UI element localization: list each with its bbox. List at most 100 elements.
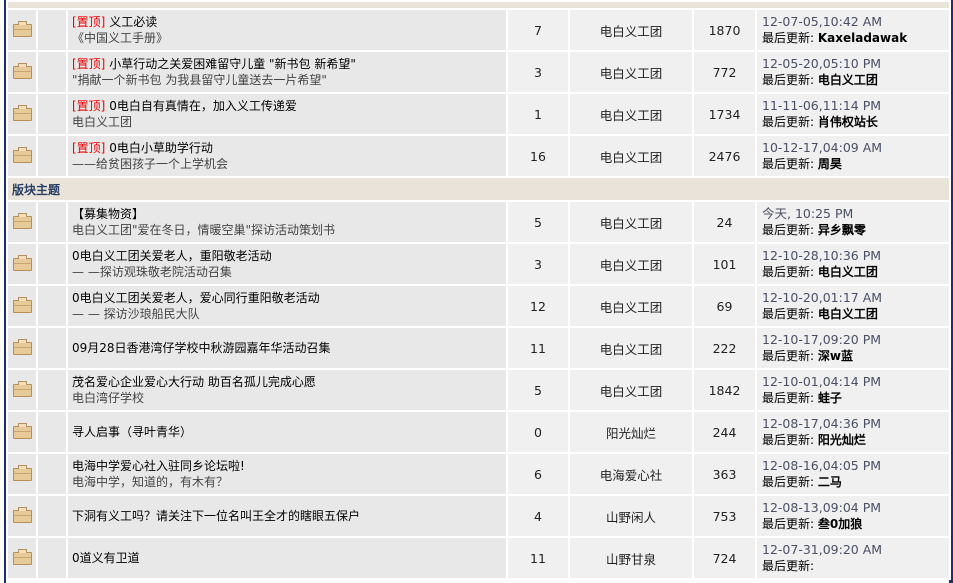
last-post-date[interactable]: 今天, 10:25 PM xyxy=(762,206,854,221)
author-link[interactable]: 电白义工团 xyxy=(568,8,694,52)
thread-title-link[interactable]: 0道义有卫道 xyxy=(72,551,140,565)
last-poster-link[interactable]: 蛙子 xyxy=(817,391,842,405)
last-post-date[interactable]: 12-08-13,09:04 PM xyxy=(762,500,882,515)
thread-row: 电海中学爱心社入驻同乡论坛啦! 电海中学，知道的，有木有？ 6 电海爱心社 363 12-… xyxy=(6,452,952,496)
thread-row: 0电白义工团关爱老人，爱心同行重阳敬老活动 — — 探访沙琅船民大队 12 电白义工团… xyxy=(6,284,952,328)
thread-row: [置顶] 0电白小草助学行动 ——给贫困孩子一个上学机会 16 电白义工团 2476 10… xyxy=(6,134,952,178)
thread-status-cell xyxy=(6,494,38,538)
thread-title-link[interactable]: 0电白义工团关爱老人，重阳敬老活动 xyxy=(72,249,272,263)
last-post-date[interactable]: 12-10-28,10:36 PM xyxy=(762,248,882,263)
author-link[interactable]: 电海爱心社 xyxy=(568,452,694,496)
thread-title-cell: 0电白义工团关爱老人，重阳敬老活动 — —探访观珠敬老院活动召集 xyxy=(66,242,508,286)
author-link[interactable]: 电白义工团 xyxy=(568,242,694,286)
last-update-label: 最后更新: xyxy=(762,265,818,279)
last-poster-link[interactable]: 深w蓝 xyxy=(817,349,853,363)
thread-status-cell xyxy=(6,326,38,370)
thread-title-cell: 0道义有卫道 xyxy=(66,536,508,580)
last-post-date[interactable]: 12-10-01,04:14 PM xyxy=(762,374,882,389)
thread-title-link[interactable]: 下洞有义工吗？请关注下一位名叫王全才的瞎眼五保户 xyxy=(72,509,361,523)
sticky-badge: [置顶] xyxy=(72,141,106,155)
last-post-date[interactable]: 12-07-31,09:20 AM xyxy=(762,542,883,557)
thread-title-link[interactable]: 0电白小草助学行动 xyxy=(109,141,213,155)
folder-icon xyxy=(12,297,32,313)
thread-title-link[interactable]: 义工必读 xyxy=(109,15,158,29)
left-border xyxy=(4,0,6,583)
last-poster-link[interactable]: Kaxeladawak xyxy=(817,31,908,45)
last-post-date[interactable]: 12-08-17,04:36 PM xyxy=(762,416,882,431)
last-poster-link[interactable]: 叁0加狼 xyxy=(817,517,863,531)
folder-icon xyxy=(12,63,32,79)
last-update-label: 最后更新: xyxy=(762,517,818,531)
last-update-label: 最后更新: xyxy=(762,73,818,87)
thread-title-link[interactable]: 【募集物资】 xyxy=(72,207,145,221)
last-poster-link[interactable]: 二马 xyxy=(817,475,842,489)
last-poster-link[interactable]: 肖伟权站长 xyxy=(817,115,878,129)
thread-icon-cell xyxy=(36,242,68,286)
last-post-date[interactable]: 12-08-16,04:05 PM xyxy=(762,458,882,473)
last-post-date[interactable]: 12-10-17,09:20 PM xyxy=(762,332,882,347)
last-poster-link[interactable]: 电白义工团 xyxy=(817,307,878,321)
last-post-date[interactable]: 12-05-20,05:10 PM xyxy=(762,56,882,71)
thread-title-cell: 茂名爱心企业爱心大行动 助百名孤儿完成心愿 电白湾仔学校 xyxy=(66,368,508,412)
thread-title-link[interactable]: 寻人启事（寻叶青华） xyxy=(72,425,193,439)
last-post-cell: 12-07-05,10:42 AM 最后更新: Kaxeladawak xyxy=(754,8,952,52)
author-link[interactable]: 山野甘泉 xyxy=(568,536,694,580)
thread-row: 09月28日香港湾仔学校中秋游园嘉年华活动召集 11 电白义工团 222 12-10-1… xyxy=(6,326,952,370)
author-link[interactable]: 电白义工团 xyxy=(568,92,694,136)
thread-title-link[interactable]: 0电白义工团关爱老人，爱心同行重阳敬老活动 xyxy=(72,291,320,305)
last-poster-link[interactable]: 电白义工团 xyxy=(817,265,878,279)
last-post-cell: 12-10-17,09:20 PM 最后更新: 深w蓝 xyxy=(754,326,952,370)
thread-icon-cell xyxy=(36,50,68,94)
author-link[interactable]: 山野闲人 xyxy=(568,494,694,538)
table-header-band xyxy=(5,0,952,10)
last-post-date[interactable]: 12-07-05,10:42 AM xyxy=(762,14,883,29)
sticky-badge: [置顶] xyxy=(72,57,106,71)
last-post-date[interactable]: 12-10-20,01:17 AM xyxy=(762,290,883,305)
last-poster-link[interactable]: 异乡飘零 xyxy=(817,223,866,237)
author-link[interactable]: 电白义工团 xyxy=(568,326,694,370)
last-post-date[interactable]: 10-12-17,04:09 AM xyxy=(762,140,883,155)
thread-status-cell xyxy=(6,50,38,94)
last-post-date[interactable]: 11-11-06,11:14 PM xyxy=(762,98,882,113)
reply-count: 4 xyxy=(506,494,570,538)
view-count: 772 xyxy=(692,50,757,94)
thread-table: [置顶] 义工必读 《中国义工手册》 7 电白义工团 1870 12-07-05,10:4… xyxy=(5,0,952,580)
thread-title-cell: 下洞有义工吗？请关注下一位名叫王全才的瞎眼五保户 xyxy=(66,494,508,538)
last-update-label: 最后更新: xyxy=(762,157,818,171)
thread-title-link[interactable]: 小草行动之关爱困难留守儿童 "新书包 新希望" xyxy=(109,57,356,71)
thread-status-cell xyxy=(6,452,38,496)
thread-icon-cell xyxy=(36,410,68,454)
author-link[interactable]: 电白义工团 xyxy=(568,368,694,412)
folder-icon xyxy=(12,339,32,355)
last-poster-link[interactable]: 电白义工团 xyxy=(817,73,878,87)
last-update-label: 最后更新: xyxy=(762,31,818,45)
last-post-cell: 今天, 10:25 PM 最后更新: 异乡飘零 xyxy=(754,200,952,244)
thread-title-link[interactable]: 09月28日香港湾仔学校中秋游园嘉年华活动召集 xyxy=(72,341,331,355)
view-count: 2476 xyxy=(692,134,757,178)
last-poster-link[interactable]: 阳光灿烂 xyxy=(817,433,866,447)
thread-icon-cell xyxy=(36,8,68,52)
thread-title-link[interactable]: 电海中学爱心社入驻同乡论坛啦! xyxy=(72,459,245,473)
right-border xyxy=(949,0,953,583)
thread-title-cell: 寻人启事（寻叶青华） xyxy=(66,410,508,454)
section-header: 版块主题 xyxy=(5,176,952,202)
author-link[interactable]: 电白义工团 xyxy=(568,284,694,328)
last-post-cell: 12-10-01,04:14 PM 最后更新: 蛙子 xyxy=(754,368,952,412)
author-link[interactable]: 阳光灿烂 xyxy=(568,410,694,454)
last-update-label: 最后更新: xyxy=(762,349,818,363)
thread-title-link[interactable]: 0电白自有真情在，加入义工传递爱 xyxy=(109,99,297,113)
thread-row: 寻人启事（寻叶青华） 0 阳光灿烂 244 12-08-17,04:36 PM 最后更新:… xyxy=(6,410,952,454)
thread-icon-cell xyxy=(36,326,68,370)
thread-row: 【募集物资】 电白义工团"爱在冬日，情暖空巢"探访活动策划书 5 电白义工团 24 今天,… xyxy=(6,200,952,244)
thread-row: 0电白义工团关爱老人，重阳敬老活动 — —探访观珠敬老院活动召集 3 电白义工团 101… xyxy=(6,242,952,286)
thread-title-link[interactable]: 茂名爱心企业爱心大行动 助百名孤儿完成心愿 xyxy=(72,375,316,389)
author-link[interactable]: 电白义工团 xyxy=(568,50,694,94)
last-poster-link[interactable]: 周昊 xyxy=(817,157,842,171)
thread-status-cell xyxy=(6,284,38,328)
author-link[interactable]: 电白义工团 xyxy=(568,200,694,244)
folder-icon xyxy=(12,147,32,163)
author-link[interactable]: 电白义工团 xyxy=(568,134,694,178)
thread-status-cell xyxy=(6,8,38,52)
reply-count: 5 xyxy=(506,200,570,244)
